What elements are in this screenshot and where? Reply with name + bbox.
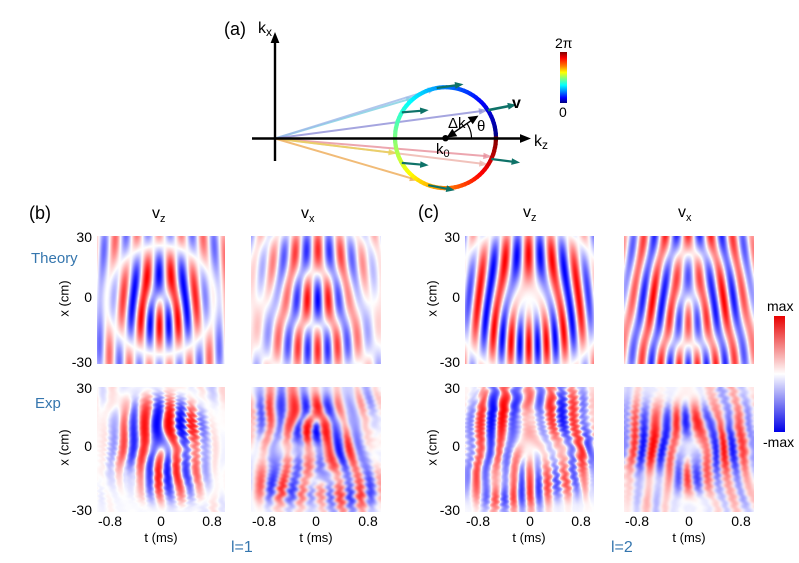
svg-text:θ: θ: [477, 118, 485, 135]
svg-text:v: v: [512, 95, 521, 112]
svg-text:k0: k0: [436, 141, 450, 160]
svg-text:kx: kx: [258, 20, 272, 39]
svg-text:kz: kz: [534, 133, 548, 152]
svg-text:Δk: Δk: [448, 115, 466, 132]
